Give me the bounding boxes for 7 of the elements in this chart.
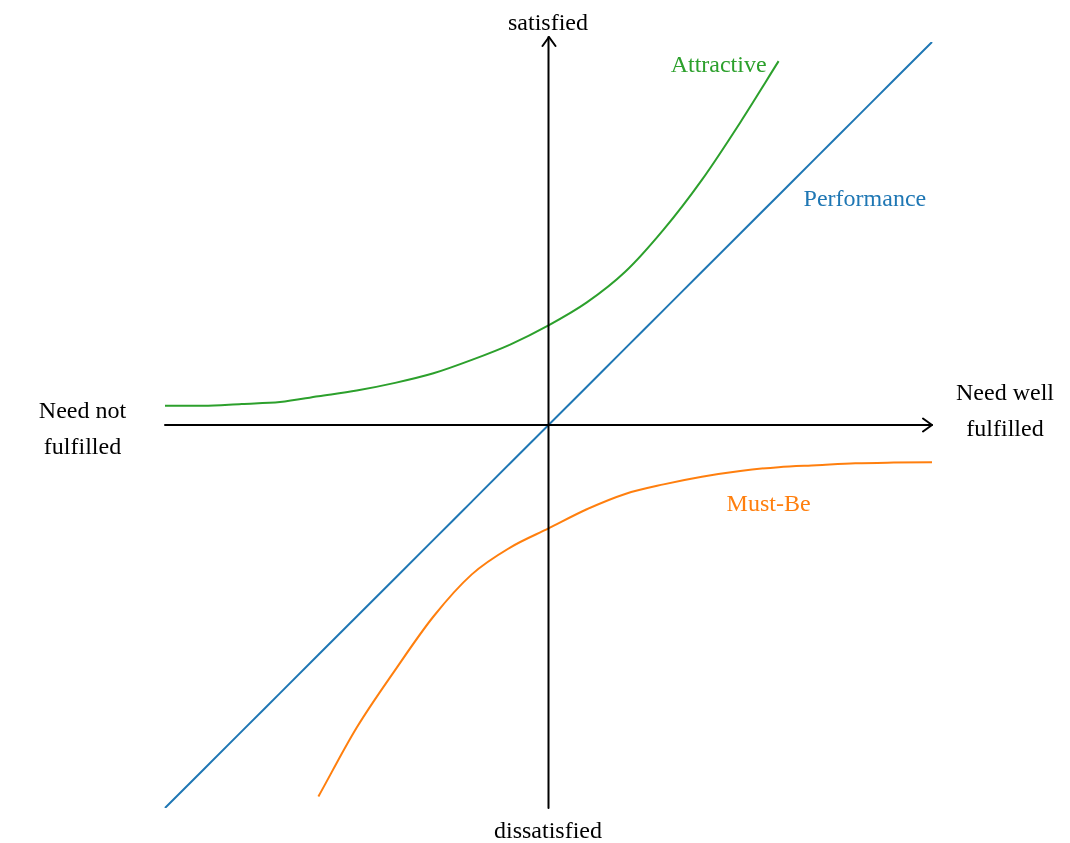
- series-label: Must-Be: [726, 490, 811, 517]
- text: Need well fulfilled: [955, 378, 1055, 443]
- series-label: Attractive: [670, 51, 767, 78]
- series-label: Performance: [803, 185, 927, 212]
- text: satisfied: [507, 8, 589, 37]
- text: Need not fulfilled: [37, 396, 128, 461]
- text: dissatisfied: [493, 816, 603, 843]
